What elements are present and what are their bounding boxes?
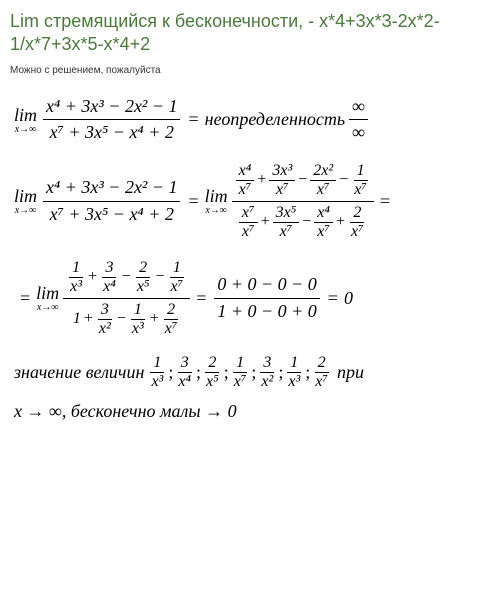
lim-symbol: lim x→∞ — [36, 283, 59, 313]
inf-over-inf: ∞ ∞ — [349, 94, 368, 146]
problem-title: Lim стремящийся к бесконечности, - x*4+3… — [10, 10, 490, 57]
problem-subtitle: Можно с решением, пожалуйста — [10, 65, 490, 76]
step1-row: lim x→∞ x⁴ + 3x³ − 2x² − 1 x⁷ + 3x⁵ − x⁴… — [14, 94, 490, 146]
final-result: 0 — [344, 288, 353, 309]
step3-row: = lim x→∞ 1x³ + 3x⁴ − 2x⁵ − 1x⁷ 1 + 3x² … — [14, 257, 490, 340]
original-fraction-repeat: x⁴ + 3x³ − 2x² − 1 x⁷ + 3x⁵ − x⁴ + 2 — [43, 175, 180, 227]
simplified-fraction: 1x³ + 3x⁴ − 2x⁵ − 1x⁷ 1 + 3x² − 1x³ + 2x… — [63, 257, 190, 340]
values-label: значение величин — [14, 362, 144, 383]
result-fraction: 0 + 0 − 0 − 0 1 + 0 − 0 + 0 — [214, 272, 319, 324]
values-row: значение величин 1x³ ; 3x⁴ ; 2x⁵ ; 1x⁷ ;… — [14, 354, 490, 391]
lim-symbol: lim x→∞ — [14, 105, 37, 135]
values-tail: при — [337, 362, 364, 383]
divided-fraction: x⁴x⁷ + 3x³x⁷ − 2x²x⁷ − 1x⁷ x⁷x⁷ + 3x⁵x⁷ … — [232, 160, 374, 243]
lim-symbol: lim x→∞ — [205, 186, 228, 216]
solution-body: lim x→∞ x⁴ + 3x³ − 2x² − 1 x⁷ + 3x⁵ − x⁴… — [10, 94, 490, 422]
lim-symbol: lim x→∞ — [14, 186, 37, 216]
indeterminate-word: неопределенность — [205, 109, 345, 130]
conclusion-row: x → ∞, бесконечно малы → 0 — [14, 401, 490, 422]
step2-row: lim x→∞ x⁴ + 3x³ − 2x² − 1 x⁷ + 3x⁵ − x⁴… — [14, 160, 490, 243]
original-fraction: x⁴ + 3x³ − 2x² − 1 x⁷ + 3x⁵ − x⁴ + 2 — [43, 94, 180, 146]
